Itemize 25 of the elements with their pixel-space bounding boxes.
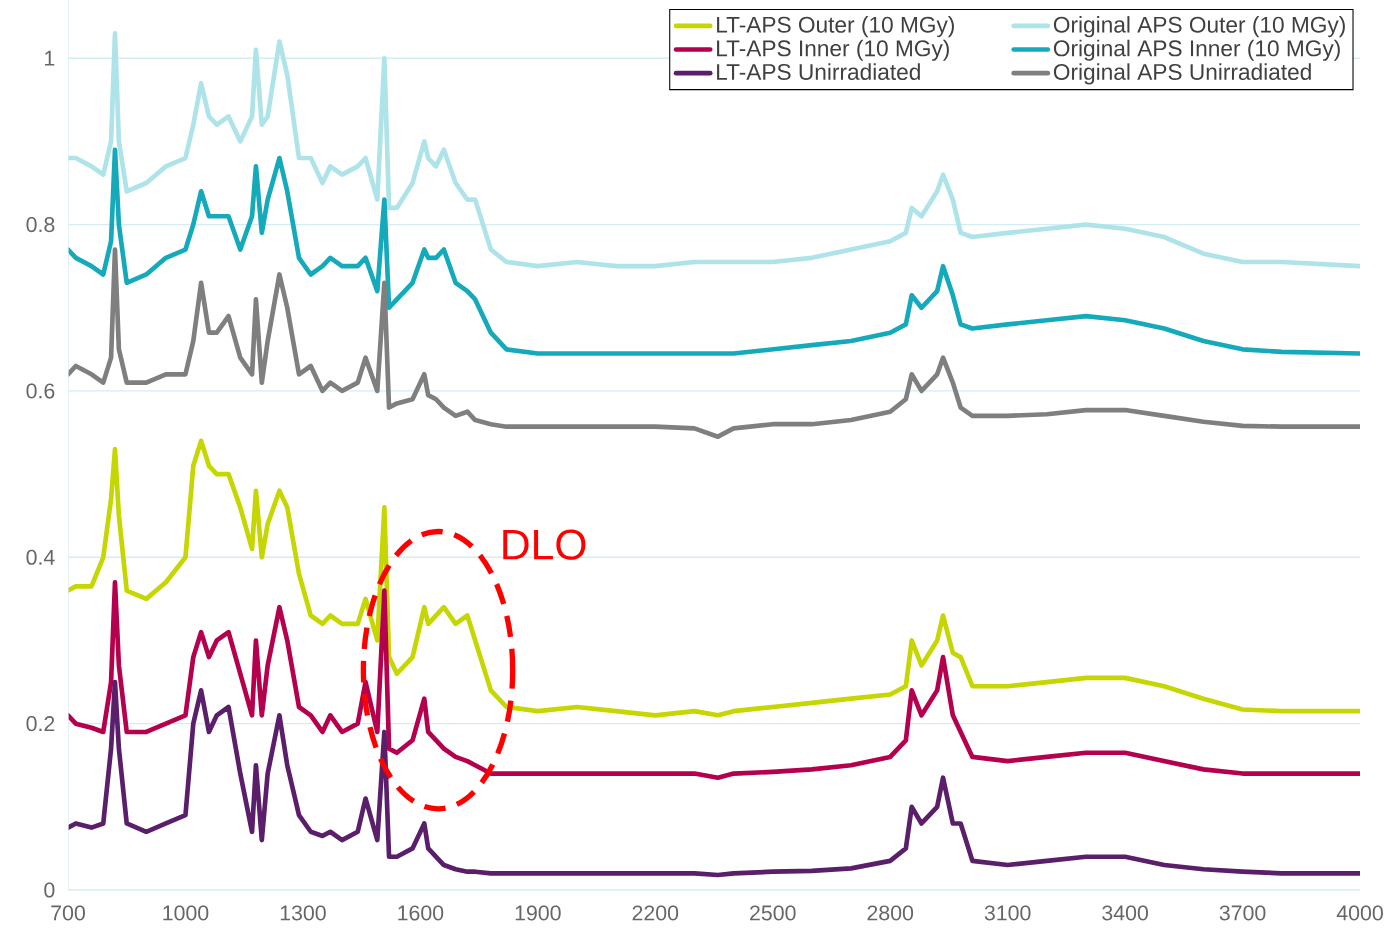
x-tick-label: 3100 <box>984 905 1031 921</box>
legend-label: LT-APS Unirradiated <box>717 63 920 80</box>
x-tick-label: 1300 <box>280 905 326 921</box>
y-tick-label: 0 <box>44 882 55 898</box>
y-tick-label: 0.8 <box>26 217 55 233</box>
x-tick-label: 2800 <box>867 905 914 921</box>
legend-label: Original APS Outer (10 MGy) <box>1053 16 1345 38</box>
y-tick-label: 0.2 <box>26 716 55 732</box>
annotation: DLO <box>503 529 586 560</box>
y-tick-label: 0.4 <box>26 549 55 565</box>
legend-label: LT-APS Inner (10 MGy) <box>717 39 949 61</box>
y-tick-label: 1 <box>45 50 55 66</box>
x-tick-label: 3400 <box>1102 905 1148 921</box>
y-tick-label: 0.6 <box>26 383 55 399</box>
x-tick-label: 3700 <box>1219 905 1266 921</box>
legend-label: Original APS Unirradiated <box>1053 63 1311 85</box>
x-tick-label: 700 <box>51 905 85 921</box>
legend-label: LT-APS Outer (10 MGy) <box>717 16 954 38</box>
x-tick-label: 1900 <box>515 905 561 921</box>
x-tick-label: 4000 <box>1336 905 1383 921</box>
x-tick-label: 2200 <box>632 905 679 921</box>
legend-label: Original APS Inner (10 MGy) <box>1053 39 1340 61</box>
x-tick-label: 1600 <box>398 905 444 921</box>
x-tick-label: 1000 <box>163 905 209 921</box>
x-tick-label: 2500 <box>750 905 796 921</box>
